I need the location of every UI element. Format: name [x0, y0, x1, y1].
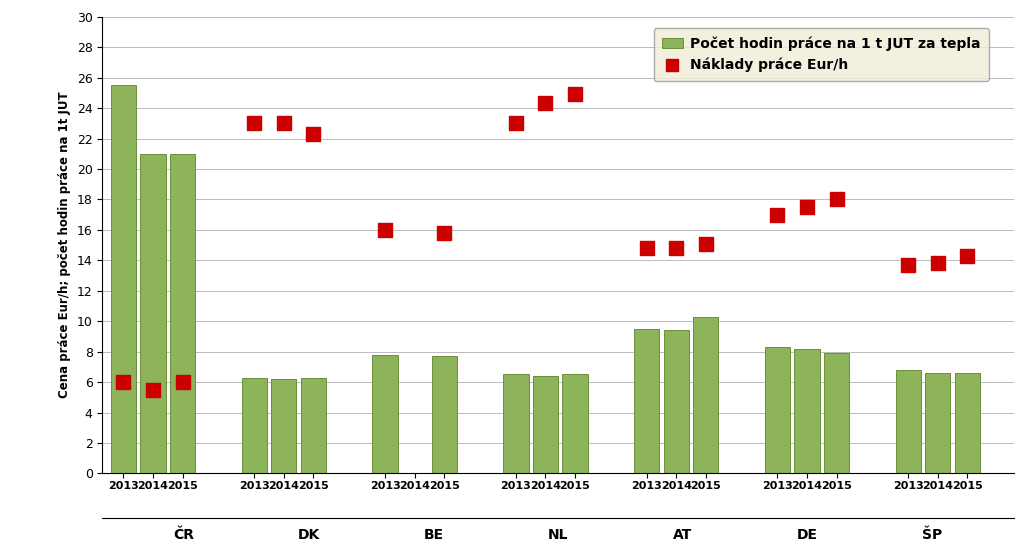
Point — [959, 251, 976, 260]
Point — [668, 243, 684, 252]
Bar — [765, 347, 791, 473]
Point — [144, 385, 161, 394]
Bar — [532, 376, 558, 473]
Bar — [242, 378, 267, 473]
Point — [828, 195, 845, 204]
Bar — [271, 379, 297, 473]
Point — [538, 99, 554, 108]
Bar — [954, 373, 980, 473]
Bar — [896, 370, 921, 473]
Point — [799, 203, 815, 212]
Point — [639, 243, 655, 252]
Point — [116, 378, 132, 387]
Point — [900, 261, 916, 270]
Bar — [170, 154, 196, 473]
Legend: Počet hodin práce na 1 t JUT za tepla, Náklady práce Eur/h: Počet hodin práce na 1 t JUT za tepla, N… — [653, 28, 988, 81]
Bar — [431, 356, 457, 473]
Bar — [925, 373, 950, 473]
Y-axis label: Cena práce Eur/h; počet hodin práce na 1t JUT: Cena práce Eur/h; počet hodin práce na 1… — [58, 92, 72, 398]
Point — [930, 259, 946, 268]
Point — [246, 119, 262, 128]
Bar — [140, 154, 166, 473]
Bar — [795, 349, 819, 473]
Point — [769, 210, 785, 219]
Bar — [562, 374, 588, 473]
Bar — [111, 85, 136, 473]
Point — [508, 119, 524, 128]
Point — [566, 90, 583, 99]
Point — [305, 129, 322, 138]
Point — [174, 378, 190, 387]
Point — [275, 119, 292, 128]
Bar — [503, 374, 528, 473]
Point — [436, 228, 453, 237]
Bar — [634, 329, 659, 473]
Bar — [664, 330, 689, 473]
Bar — [373, 355, 397, 473]
Bar — [301, 378, 326, 473]
Bar — [824, 353, 849, 473]
Point — [697, 239, 714, 248]
Point — [377, 226, 393, 234]
Bar — [693, 316, 719, 473]
